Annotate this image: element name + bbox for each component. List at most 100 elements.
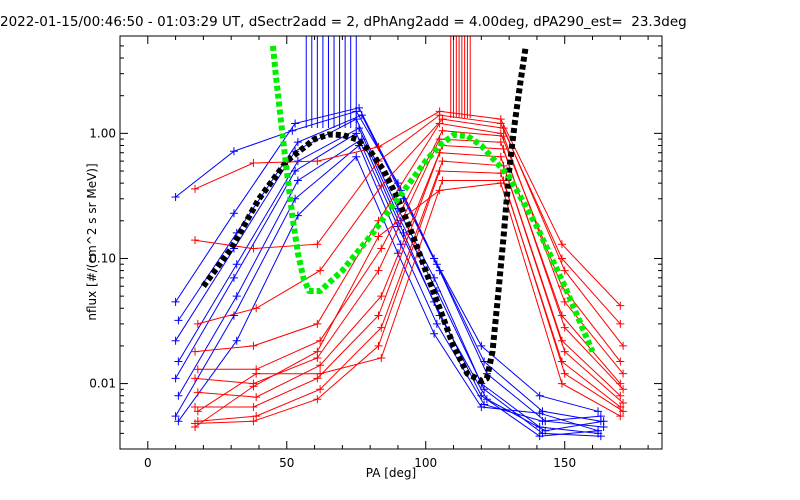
data-point-red: [616, 319, 625, 328]
data-point-blue: [174, 391, 183, 400]
x-tick-label: 0: [144, 456, 152, 470]
data-point-blue: [477, 402, 486, 411]
x-tick-label: 150: [553, 456, 576, 470]
data-point-blue: [482, 395, 491, 404]
data-point-red: [316, 385, 325, 394]
data-point-red: [249, 158, 258, 167]
data-point-red: [499, 124, 508, 133]
data-point-blue: [477, 341, 486, 350]
data-point-blue: [291, 119, 300, 128]
data-point-red: [313, 319, 322, 328]
data-point-red: [191, 402, 200, 411]
data-point-red: [616, 301, 625, 310]
data-point-blue: [430, 329, 439, 338]
data-point-red: [374, 311, 383, 320]
data-point-red: [496, 138, 505, 147]
series-line-red: [197, 160, 624, 422]
data-point-red: [374, 341, 383, 350]
data-point-red: [191, 236, 200, 245]
data-point-red: [316, 361, 325, 370]
data-point-blue: [399, 228, 408, 237]
data-point-red: [438, 157, 447, 166]
data-point-blue: [355, 124, 364, 133]
data-point-blue: [599, 417, 608, 426]
data-point-blue: [432, 319, 441, 328]
data-point-blue: [171, 297, 180, 306]
data-point-blue: [232, 260, 241, 269]
data-point-blue: [594, 407, 603, 416]
data-point-red: [616, 391, 625, 400]
data-point-red: [252, 369, 261, 378]
data-point-red: [560, 323, 569, 332]
data-point-blue: [535, 409, 544, 418]
data-point-blue: [396, 240, 405, 249]
data-point-red: [616, 412, 625, 421]
data-point-blue: [535, 422, 544, 431]
data-point-blue: [293, 138, 302, 147]
data-point-red: [496, 179, 505, 188]
data-point-blue: [352, 152, 361, 161]
data-point-red: [191, 374, 200, 383]
series-line-blue: [177, 127, 601, 437]
series-line-red: [194, 182, 621, 428]
data-point-blue: [229, 147, 238, 156]
data-point-red: [377, 354, 386, 363]
data-point-blue: [174, 316, 183, 325]
data-point-blue: [293, 176, 302, 185]
data-point-red: [191, 184, 200, 193]
data-point-blue: [538, 417, 547, 426]
data-point-red: [374, 142, 383, 151]
data-point-red: [438, 115, 447, 124]
data-point-red: [619, 398, 628, 407]
data-point-red: [377, 244, 386, 253]
data-point-red: [435, 119, 444, 128]
data-point-red: [316, 369, 325, 378]
data-point-red: [313, 347, 322, 356]
data-point-blue: [357, 111, 366, 120]
data-point-red: [374, 266, 383, 275]
data-point-blue: [594, 426, 603, 435]
series-line-red: [197, 118, 624, 347]
data-point-blue: [291, 167, 300, 176]
data-point-red: [438, 176, 447, 185]
data-point-blue: [171, 192, 180, 201]
data-point-red: [193, 365, 202, 374]
data-point-blue: [535, 391, 544, 400]
data-point-blue: [174, 417, 183, 426]
data-point-blue: [435, 266, 444, 275]
data-point-red: [252, 412, 261, 421]
data-point-red: [557, 379, 566, 388]
data-point-blue: [229, 209, 238, 218]
series-line-blue: [175, 132, 599, 437]
data-point-blue: [229, 311, 238, 320]
series-line-red: [194, 170, 621, 424]
data-point-red: [560, 297, 569, 306]
data-point-red: [560, 369, 569, 378]
y-tick-label: 1.00: [89, 126, 116, 140]
plot-area: [171, 36, 628, 441]
data-point-red: [499, 132, 508, 141]
y-tick-label: 0.01: [89, 377, 116, 391]
series-line-red: [197, 130, 624, 375]
data-point-red: [435, 111, 444, 120]
data-point-red: [616, 357, 625, 366]
data-point-red: [560, 347, 569, 356]
data-point-blue: [596, 412, 605, 421]
data-point-red: [377, 181, 386, 190]
data-point-red: [193, 407, 202, 416]
data-point-blue: [229, 273, 238, 282]
plot-frame: [119, 35, 663, 450]
data-point-red: [619, 341, 628, 350]
y-axis-label: nflux [#/(cm^2 s sr MeV)]: [85, 163, 99, 320]
data-point-red: [435, 186, 444, 195]
fit-curve-green: [269, 45, 596, 353]
data-point-red: [313, 395, 322, 404]
data-point-red: [313, 157, 322, 166]
data-point-red: [249, 341, 258, 350]
data-point-red: [438, 126, 447, 135]
data-point-red: [313, 374, 322, 383]
data-point-blue: [171, 412, 180, 421]
data-point-red: [252, 304, 261, 313]
data-point-blue: [535, 432, 544, 441]
data-point-red: [191, 347, 200, 356]
